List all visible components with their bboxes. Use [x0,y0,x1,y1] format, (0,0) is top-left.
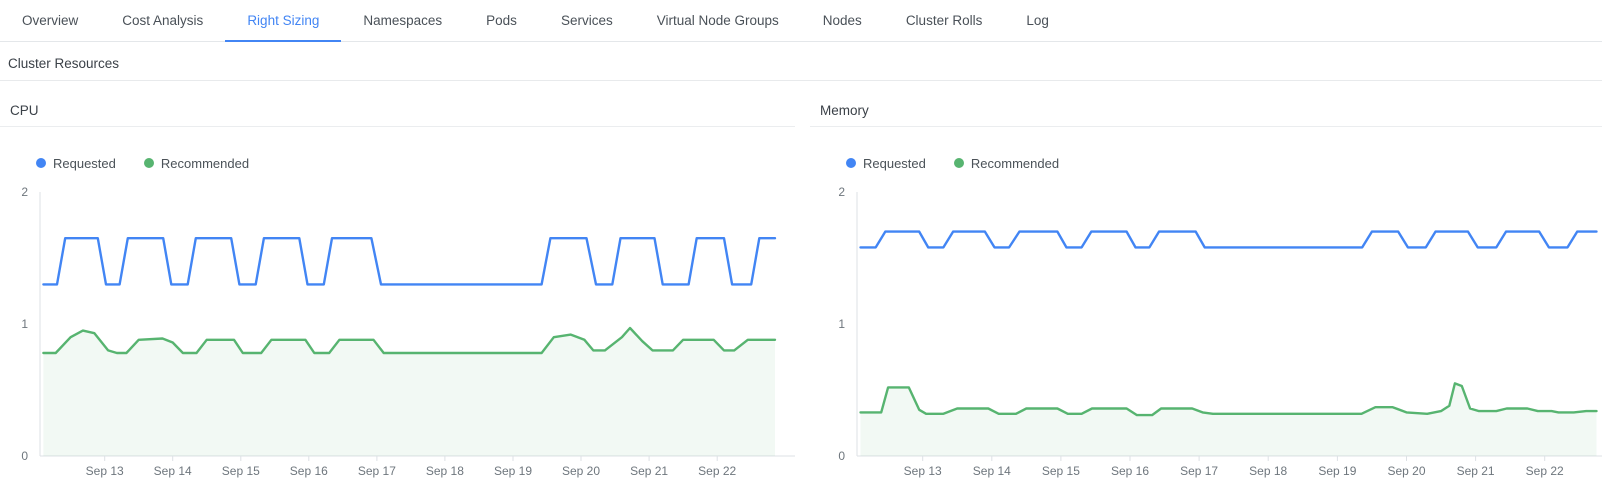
legend-label: Recommended [970,155,1060,171]
legend-item-recommended[interactable]: Recommended [143,155,250,171]
x-tick-label: Sep 13 [86,464,124,478]
tab-virtual-node-groups[interactable]: Virtual Node Groups [656,13,779,28]
cpu-chart: 0 1 2 Sep 13 Sep 14 Sep 15 Sep 16 Sep 17 Sep 18 S… [0,176,795,480]
tab-bar: Overview Cost Analysis Right Sizing Namespa… [0,0,1602,42]
section-title: Cluster Resources [8,56,120,71]
tab-log[interactable]: Log [1026,13,1049,28]
x-tick-label: Sep 17 [1180,464,1218,478]
cpu-chart-panel: CPU Requested Recommended 0 1 2 Sep 13 Sep 14… [0,99,795,480]
x-tick-label: Sep 22 [1526,464,1564,478]
cpu-chart-title: CPU [0,99,795,127]
x-tick-label: Sep 15 [1042,464,1080,478]
legend-item-requested[interactable]: Requested [36,156,116,171]
x-tick-label: Sep 21 [1457,464,1495,478]
tab-cost-analysis[interactable]: Cost Analysis [122,13,204,28]
tab-pods[interactable]: Pods [486,13,517,28]
x-tick-label: Sep 20 [562,464,600,478]
y-tick-label: 0 [21,449,28,463]
legend-dot-recommended [953,158,964,168]
x-tick-label: Sep 13 [904,464,942,478]
cpu-plot: 0 1 2 Sep 13 Sep 14 Sep 15 Sep 16 Sep 17 Sep 18 S… [21,185,795,478]
y-tick-label: 1 [838,317,845,331]
x-tick-label: Sep 17 [358,464,396,478]
recommended-line [42,326,777,355]
legend-dot-requested [846,158,856,168]
recommended-line [859,382,1598,417]
y-tick-label: 2 [21,185,28,199]
legend-item-requested[interactable]: Requested [846,156,926,171]
x-tick-label: Sep 19 [1318,464,1356,478]
legend-label: Requested [53,155,116,171]
legend-dot-requested [36,158,46,168]
x-tick-label: Sep 15 [222,464,260,478]
legend-label: Recommended [160,155,250,171]
memory-chart-title: Memory [810,99,1602,127]
x-tick-label: Sep 21 [630,464,668,478]
legend-dot-recommended [143,158,154,168]
tab-overview[interactable]: Overview [22,13,79,28]
legend-label: Requested [863,155,926,171]
memory-legend: Requested Recommended [846,155,1602,171]
x-tick-label: Sep 14 [154,464,192,478]
y-tick-label: 2 [838,185,845,199]
x-tick-label: Sep 18 [426,464,464,478]
x-tick-label: Sep 19 [494,464,532,478]
tab-nodes[interactable]: Nodes [822,13,862,28]
memory-chart: 0 1 2 Sep 13 Sep 14 Sep 15 Sep 16 Sep 17 Sep 18 S… [810,176,1602,480]
tab-right-sizing[interactable]: Right Sizing [225,0,342,42]
charts-row: CPU Requested Recommended 0 1 2 Sep 13 Sep 14… [0,99,1602,480]
tab-services[interactable]: Services [560,13,613,28]
cpu-legend: Requested Recommended [36,155,795,171]
requested-line [42,237,777,286]
x-tick-label: Sep 20 [1387,464,1425,478]
recommended-area [43,328,775,456]
x-tick-label: Sep 18 [1249,464,1287,478]
section-header: Cluster Resources [0,42,1602,81]
recommended-area [860,383,1597,456]
tab-namespaces[interactable]: Namespaces [363,13,443,28]
memory-plot: 0 1 2 Sep 13 Sep 14 Sep 15 Sep 16 Sep 17 Sep 18 S… [838,185,1602,478]
memory-chart-panel: Memory Requested Recommended 0 1 2 Sep 13 Sep… [810,99,1602,480]
x-tick-label: Sep 22 [698,464,736,478]
x-tick-label: Sep 16 [1111,464,1149,478]
x-tick-label: Sep 14 [973,464,1011,478]
y-tick-label: 0 [838,449,845,463]
legend-item-recommended[interactable]: Recommended [953,155,1060,171]
y-tick-label: 1 [21,317,28,331]
requested-line [859,230,1598,249]
tab-cluster-rolls[interactable]: Cluster Rolls [905,13,983,28]
x-tick-label: Sep 16 [290,464,328,478]
